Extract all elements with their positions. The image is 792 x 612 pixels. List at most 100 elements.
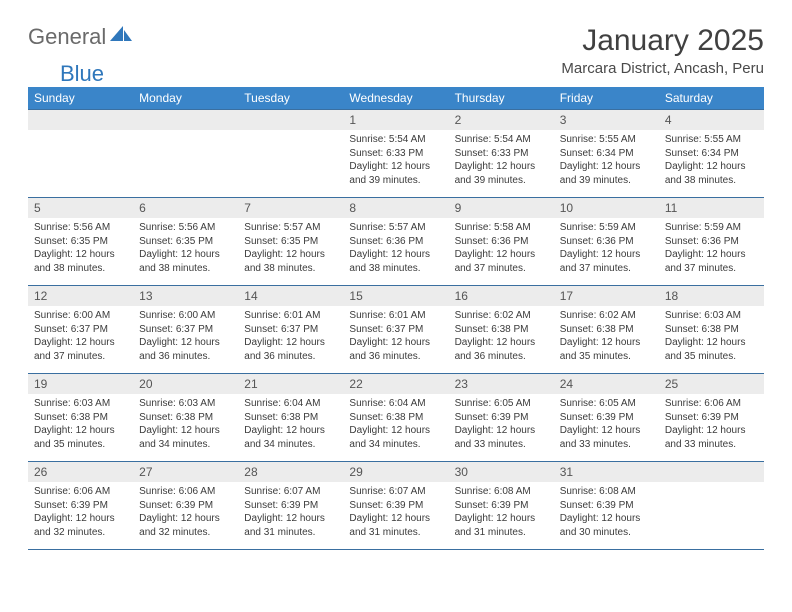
day-line: Daylight: 12 hours [665,336,758,350]
day-line: Sunset: 6:38 PM [665,323,758,337]
calendar-cell: 6Sunrise: 5:56 AMSunset: 6:35 PMDaylight… [133,198,238,286]
day-line: and 34 minutes. [349,438,442,452]
day-number: 17 [554,286,659,306]
day-line: Sunrise: 6:06 AM [139,485,232,499]
day-line: and 33 minutes. [560,438,653,452]
day-line: and 35 minutes. [560,350,653,364]
logo-sail-icon [110,24,132,50]
day-number: 14 [238,286,343,306]
day-line: Sunset: 6:39 PM [455,499,548,513]
day-body: Sunrise: 5:55 AMSunset: 6:34 PMDaylight:… [554,130,659,197]
day-line: Sunrise: 6:02 AM [455,309,548,323]
calendar-week: 26Sunrise: 6:06 AMSunset: 6:39 PMDayligh… [28,462,764,550]
day-line: Sunrise: 5:56 AM [139,221,232,235]
day-line: Daylight: 12 hours [139,336,232,350]
calendar-cell: 31Sunrise: 6:08 AMSunset: 6:39 PMDayligh… [554,462,659,550]
day-body [28,130,133,184]
day-line: Sunset: 6:33 PM [455,147,548,161]
day-line: Daylight: 12 hours [139,512,232,526]
calendar-cell: 4Sunrise: 5:55 AMSunset: 6:34 PMDaylight… [659,110,764,198]
day-line: and 33 minutes. [455,438,548,452]
day-line: and 34 minutes. [244,438,337,452]
day-number: 16 [449,286,554,306]
day-line: Daylight: 12 hours [455,160,548,174]
day-line: Daylight: 12 hours [455,512,548,526]
day-number: 25 [659,374,764,394]
day-line: and 37 minutes. [34,350,127,364]
day-line: Sunrise: 5:55 AM [560,133,653,147]
calendar-cell: 16Sunrise: 6:02 AMSunset: 6:38 PMDayligh… [449,286,554,374]
calendar-cell: 10Sunrise: 5:59 AMSunset: 6:36 PMDayligh… [554,198,659,286]
day-line: Daylight: 12 hours [34,336,127,350]
day-line: Sunset: 6:36 PM [560,235,653,249]
calendar-week: 19Sunrise: 6:03 AMSunset: 6:38 PMDayligh… [28,374,764,462]
day-line: Sunset: 6:34 PM [665,147,758,161]
day-line: Sunrise: 5:58 AM [455,221,548,235]
day-line: Sunrise: 6:07 AM [349,485,442,499]
day-body: Sunrise: 5:57 AMSunset: 6:35 PMDaylight:… [238,218,343,285]
day-line: and 34 minutes. [139,438,232,452]
day-line: and 38 minutes. [34,262,127,276]
day-line: and 38 minutes. [349,262,442,276]
day-line: Sunset: 6:38 PM [244,411,337,425]
day-body: Sunrise: 5:54 AMSunset: 6:33 PMDaylight:… [449,130,554,197]
day-line: Daylight: 12 hours [455,336,548,350]
calendar-cell: 3Sunrise: 5:55 AMSunset: 6:34 PMDaylight… [554,110,659,198]
day-number: 23 [449,374,554,394]
day-number: 2 [449,110,554,130]
day-line: Sunset: 6:37 PM [34,323,127,337]
day-line: Sunrise: 6:02 AM [560,309,653,323]
day-line: and 35 minutes. [665,350,758,364]
day-number: 26 [28,462,133,482]
day-number: 29 [343,462,448,482]
day-line: Sunset: 6:39 PM [139,499,232,513]
calendar-cell: 22Sunrise: 6:04 AMSunset: 6:38 PMDayligh… [343,374,448,462]
day-number: 20 [133,374,238,394]
calendar-cell: 21Sunrise: 6:04 AMSunset: 6:38 PMDayligh… [238,374,343,462]
day-line: Sunset: 6:36 PM [665,235,758,249]
day-line: and 39 minutes. [455,174,548,188]
day-body: Sunrise: 6:05 AMSunset: 6:39 PMDaylight:… [554,394,659,461]
day-line: and 38 minutes. [139,262,232,276]
calendar-cell: 18Sunrise: 6:03 AMSunset: 6:38 PMDayligh… [659,286,764,374]
day-number: 13 [133,286,238,306]
day-body: Sunrise: 6:02 AMSunset: 6:38 PMDaylight:… [449,306,554,373]
day-number [28,110,133,130]
calendar-cell: 23Sunrise: 6:05 AMSunset: 6:39 PMDayligh… [449,374,554,462]
day-line: Daylight: 12 hours [349,248,442,262]
weekday-col-1: Monday [133,87,238,110]
day-line: Sunset: 6:38 PM [34,411,127,425]
day-line: Daylight: 12 hours [34,248,127,262]
calendar-cell [28,110,133,198]
day-line: Daylight: 12 hours [139,248,232,262]
day-body: Sunrise: 6:07 AMSunset: 6:39 PMDaylight:… [238,482,343,549]
day-line: Sunset: 6:34 PM [560,147,653,161]
day-body [238,130,343,184]
calendar-cell: 5Sunrise: 5:56 AMSunset: 6:35 PMDaylight… [28,198,133,286]
day-line: Sunrise: 5:54 AM [349,133,442,147]
day-body: Sunrise: 6:03 AMSunset: 6:38 PMDaylight:… [659,306,764,373]
day-body: Sunrise: 5:56 AMSunset: 6:35 PMDaylight:… [133,218,238,285]
day-line: Sunset: 6:39 PM [455,411,548,425]
day-line: Sunrise: 5:54 AM [455,133,548,147]
day-number [659,462,764,482]
day-line: and 36 minutes. [244,350,337,364]
calendar-body: 1Sunrise: 5:54 AMSunset: 6:33 PMDaylight… [28,110,764,550]
day-line: Daylight: 12 hours [560,424,653,438]
calendar-cell: 2Sunrise: 5:54 AMSunset: 6:33 PMDaylight… [449,110,554,198]
day-number: 27 [133,462,238,482]
day-body: Sunrise: 6:01 AMSunset: 6:37 PMDaylight:… [238,306,343,373]
day-line: and 31 minutes. [455,526,548,540]
calendar-table: Sunday Monday Tuesday Wednesday Thursday… [28,87,764,550]
day-body: Sunrise: 6:04 AMSunset: 6:38 PMDaylight:… [343,394,448,461]
day-line: Sunset: 6:38 PM [560,323,653,337]
day-number: 30 [449,462,554,482]
page-title: January 2025 [582,24,764,58]
day-line: and 31 minutes. [244,526,337,540]
day-body: Sunrise: 5:59 AMSunset: 6:36 PMDaylight:… [659,218,764,285]
calendar-cell: 9Sunrise: 5:58 AMSunset: 6:36 PMDaylight… [449,198,554,286]
calendar-cell: 28Sunrise: 6:07 AMSunset: 6:39 PMDayligh… [238,462,343,550]
day-body: Sunrise: 6:06 AMSunset: 6:39 PMDaylight:… [28,482,133,549]
day-number: 6 [133,198,238,218]
day-line: and 36 minutes. [455,350,548,364]
